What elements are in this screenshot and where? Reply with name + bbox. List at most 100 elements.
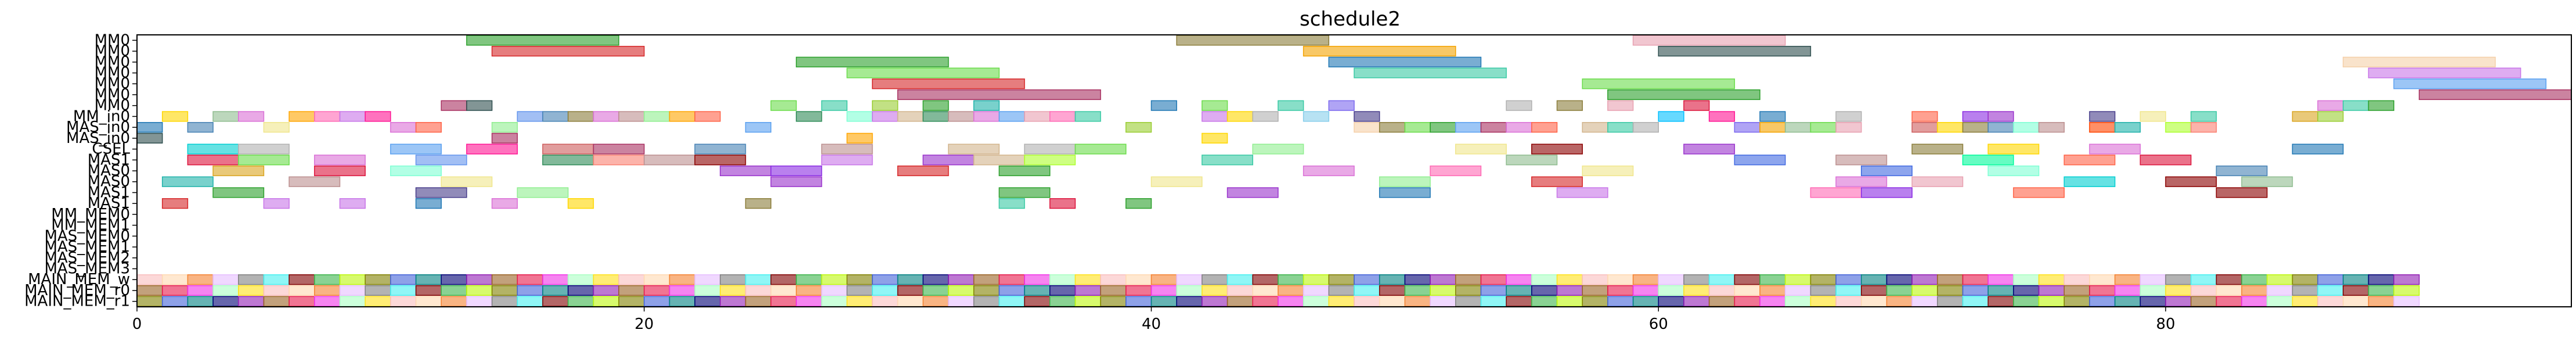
task-bar (1683, 100, 1710, 111)
task-bar (1354, 111, 1380, 122)
task-bar (593, 111, 619, 122)
task-bar (618, 296, 645, 307)
task-bar (1607, 122, 1634, 133)
task-bar (1202, 285, 1228, 296)
task-bar (1582, 78, 1736, 89)
task-bar (1911, 176, 1964, 187)
task-bar (263, 122, 290, 133)
task-bar (1024, 274, 1051, 285)
task-bar (1430, 165, 1482, 177)
task-bar (517, 111, 543, 122)
task-bar (770, 100, 797, 111)
task-bar (415, 285, 442, 296)
task-bar (288, 111, 315, 122)
task-bar (1480, 274, 1507, 285)
task-bar (1252, 285, 1279, 296)
y-tick-label: MM_MEM0 (51, 206, 130, 223)
task-bar (998, 165, 1051, 177)
task-bar (1683, 274, 1710, 285)
task-bar (998, 274, 1025, 285)
task-bar (948, 111, 975, 122)
task-bar (2038, 274, 2065, 285)
task-bar (542, 155, 594, 166)
task-bar (821, 100, 847, 111)
task-bar (897, 296, 924, 307)
task-bar (1252, 296, 1279, 307)
task-bar (339, 285, 366, 296)
task-bar (288, 296, 315, 307)
task-bar (1328, 274, 1355, 285)
task-bar (466, 285, 493, 296)
task-bar (796, 274, 822, 285)
task-bar (1810, 187, 1862, 198)
task-bar (314, 285, 341, 296)
task-bar (1556, 187, 1608, 198)
task-bar (1658, 45, 1812, 57)
task-bar (770, 274, 797, 285)
task-bar (694, 111, 721, 122)
task-bar (2140, 285, 2166, 296)
task-bar (1759, 111, 1786, 122)
task-bar (2089, 144, 2141, 155)
task-bar (669, 111, 695, 122)
task-bar (2317, 111, 2344, 122)
task-bar (1658, 296, 1684, 307)
task-bar (1835, 155, 1888, 166)
task-bar (2190, 274, 2217, 285)
task-bar (1886, 296, 1913, 307)
task-bar (2241, 285, 2268, 296)
task-bar (1835, 274, 1862, 285)
task-bar (1987, 274, 2014, 285)
task-bar (365, 285, 391, 296)
task-bar (872, 100, 899, 111)
task-bars (136, 35, 2572, 307)
task-bar (2190, 111, 2217, 122)
task-bar (238, 274, 265, 285)
task-bar (1176, 274, 1203, 285)
task-bar (1074, 285, 1101, 296)
task-bar (1582, 122, 1608, 133)
task-bar (136, 285, 163, 296)
task-bar (1683, 285, 1710, 296)
task-bar (618, 274, 645, 285)
task-bar (745, 285, 771, 296)
task-bar (1226, 187, 1279, 198)
task-bar (694, 155, 746, 166)
task-bar (466, 100, 493, 111)
task-bar (694, 296, 721, 307)
task-bar (1835, 176, 1888, 187)
task-bar (1759, 122, 1786, 133)
task-bar (2393, 296, 2420, 307)
task-bar (415, 296, 442, 307)
task-bar (1582, 285, 1608, 296)
task-bar (542, 296, 569, 307)
task-bar (1379, 296, 1406, 307)
task-bar (1962, 122, 1989, 133)
task-bar (1987, 144, 2040, 155)
task-bar (720, 296, 746, 307)
task-bar (1582, 296, 1608, 307)
task-bar (1100, 296, 1127, 307)
task-bar (491, 274, 518, 285)
task-bar (1506, 155, 1558, 166)
task-bar (948, 144, 1000, 155)
task-bar (415, 274, 442, 285)
task-bar (2165, 176, 2217, 187)
task-bar (973, 100, 1000, 111)
task-bar (1911, 285, 1938, 296)
y-tick-label: MAS1 (88, 151, 130, 169)
task-bar (1074, 296, 1101, 307)
task-bar (846, 274, 873, 285)
task-bar (1176, 35, 1330, 46)
task-bar (1658, 274, 1684, 285)
task-bar (2216, 187, 2268, 198)
task-bar (314, 111, 341, 122)
task-bar (796, 296, 822, 307)
task-bar (922, 274, 949, 285)
task-bar (2343, 285, 2369, 296)
task-bar (466, 274, 493, 285)
task-bar (1430, 122, 1456, 133)
task-bar (1226, 111, 1253, 122)
task-bar (1962, 111, 1989, 122)
task-bar (998, 285, 1025, 296)
